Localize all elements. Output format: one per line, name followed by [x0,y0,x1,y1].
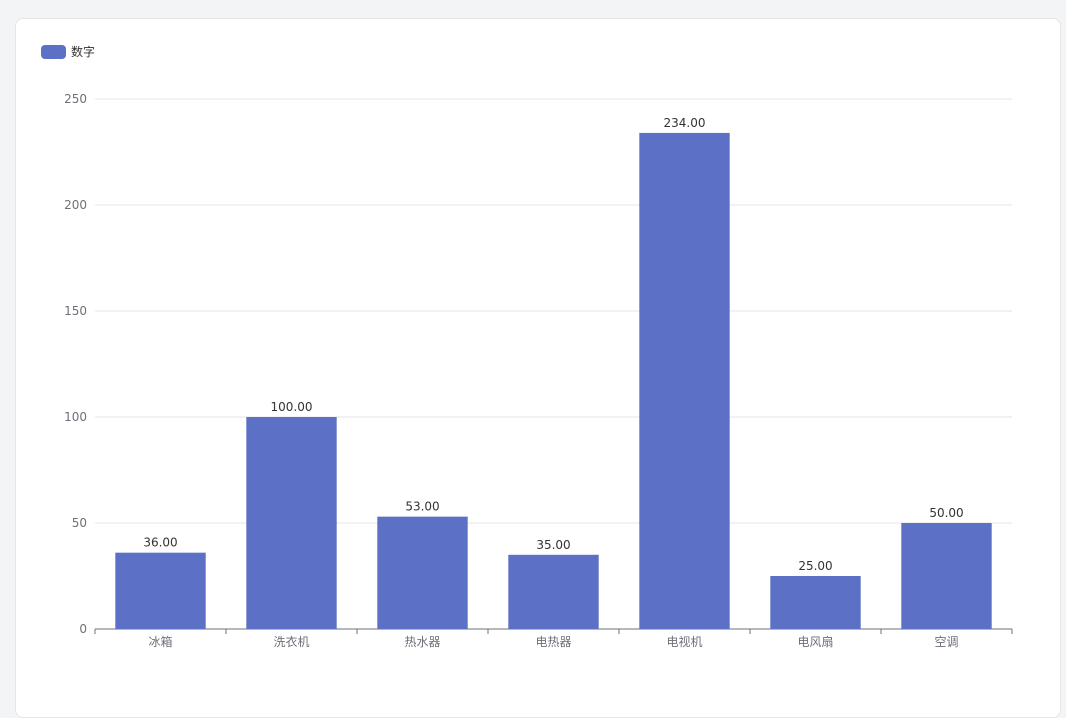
data-label: 36.00 [143,536,177,550]
y-tick-label: 100 [64,410,87,424]
data-label: 25.00 [798,559,832,573]
bar [770,576,861,629]
data-label: 234.00 [664,116,706,130]
bar [901,523,992,629]
x-tick-label: 洗衣机 [273,634,309,649]
data-label: 50.00 [929,506,963,520]
legend-label: 数字 [71,45,96,59]
data-label: 53.00 [405,500,439,514]
bar [508,554,599,629]
bar [115,552,206,629]
bar-chart: 0 50 100 150 200 250 36.00 冰箱 100.00 洗衣机 53.00 热水器 3… [64,92,1013,649]
legend[interactable]: 数字 [41,43,95,60]
y-tick-label: 50 [72,516,87,530]
x-tick-label: 电视机 [666,634,702,649]
bar [639,132,730,630]
data-label: 35.00 [536,538,570,552]
y-tick-label: 0 [79,622,87,636]
data-label: 100.00 [271,400,313,414]
x-tick-label: 电风扇 [797,634,833,649]
y-tick-label: 150 [64,304,87,318]
x-tick-label: 冰箱 [148,634,172,649]
bar [246,417,337,629]
x-tick-label: 空调 [934,635,958,649]
x-tick-label: 电热器 [535,635,571,649]
y-tick-label: 250 [64,92,87,106]
bar [377,516,468,629]
legend-swatch [41,44,66,59]
y-tick-label: 200 [64,198,87,212]
x-tick-label: 热水器 [404,635,440,649]
